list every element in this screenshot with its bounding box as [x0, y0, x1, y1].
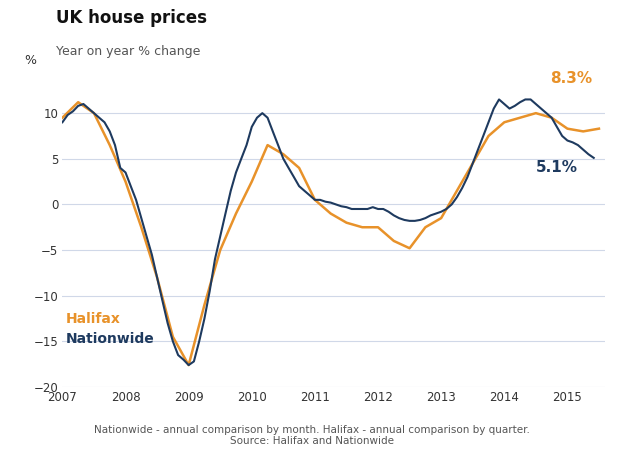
Text: Halifax: Halifax	[66, 312, 120, 326]
Text: %: %	[24, 54, 36, 68]
Text: 5.1%: 5.1%	[536, 160, 578, 176]
Text: Nationwide: Nationwide	[66, 332, 154, 346]
Text: UK house prices: UK house prices	[56, 9, 207, 27]
Text: 8.3%: 8.3%	[550, 71, 592, 86]
Text: Nationwide - annual comparison by month. Halifax - annual comparison by quarter.: Nationwide - annual comparison by month.…	[94, 425, 530, 435]
Text: Year on year % change: Year on year % change	[56, 45, 200, 58]
Text: Source: Halifax and Nationwide: Source: Halifax and Nationwide	[230, 436, 394, 446]
